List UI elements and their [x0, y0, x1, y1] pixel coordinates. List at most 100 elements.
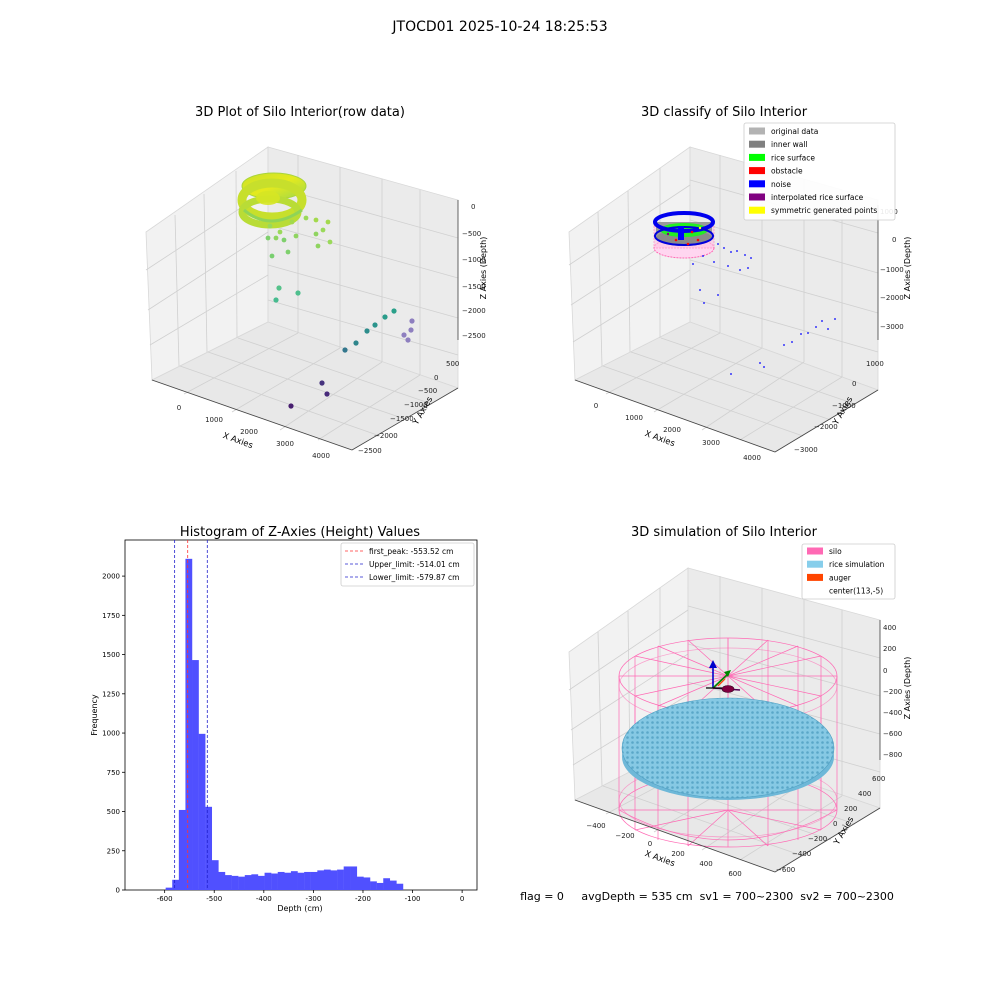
raw-x-tick: 1000: [205, 416, 223, 424]
legend-label: center(113,-5): [829, 587, 883, 596]
raw-z-tick: −2000: [462, 307, 486, 315]
sim-z-tick: −800: [883, 751, 902, 759]
histogram-legend: first_peak: -553.52 cm Upper_limit: -514.…: [340, 542, 475, 587]
histogram-x-ticks: -600 -500 -400 -300 -200 -100 0: [157, 890, 464, 903]
histogram-bars: [165, 558, 404, 890]
classify-legend-box: [743, 122, 896, 221]
sim-y-tick: 600: [872, 775, 885, 783]
legend-swatch: [807, 547, 823, 555]
classify-y-tick: −1000: [832, 402, 856, 410]
classify-3d-title: 3D classify of Silo Interior: [641, 105, 808, 120]
histogram-bar: [297, 872, 305, 890]
histogram-bar: [231, 875, 239, 890]
histogram-x-tick-label: -600: [157, 895, 173, 903]
histogram-bar: [251, 874, 259, 890]
raw-x-tick: 4000: [312, 452, 330, 460]
legend-swatch: [749, 127, 765, 135]
histogram-y-tick-label: 2000: [102, 573, 120, 581]
legend-swatch: [807, 573, 823, 581]
classify-z-tick: −1000: [880, 266, 904, 274]
classify-y-tick: −2000: [814, 423, 838, 431]
simulation-3d-rice-surface: [621, 697, 835, 800]
raw-z-tick: 0: [471, 203, 475, 211]
sim-z-tick: −600: [883, 730, 902, 738]
histogram-bar: [330, 870, 338, 890]
raw-y-tick: −2500: [358, 447, 382, 455]
classify-3d-y-ticks: 1000 0 −1000 −2000 −3000: [794, 360, 884, 454]
histogram-legend-label: Lower_limit: -579.87 cm: [369, 573, 459, 582]
legend-swatch: [749, 206, 765, 214]
simulation-3d-zlabel: Z Axies (Depth): [903, 657, 912, 720]
legend-label: rice simulation: [829, 560, 885, 569]
histogram-bar: [224, 875, 232, 890]
legend-label: symmetric generated points: [771, 206, 877, 215]
histogram-bar: [185, 558, 193, 890]
classify-x-tick: 3000: [702, 439, 720, 447]
sim-z-tick: −200: [883, 688, 902, 696]
classify-3d-x-axis-line: [574, 379, 776, 453]
histogram-y-tick-label: 1500: [102, 651, 120, 659]
histogram-bar: [257, 875, 265, 890]
classify-y-tick: −3000: [794, 446, 818, 454]
simulation-3d-legend: silo rice simulation auger center(113,-5): [801, 543, 896, 600]
histogram-y-tick-label: 1750: [102, 612, 120, 620]
histogram-y-tick-label: 1000: [102, 730, 120, 738]
legend-swatch: [749, 193, 765, 201]
histogram-bar: [264, 872, 272, 890]
classify-z-tick: 0: [892, 236, 896, 244]
classify-3d-legend: original data inner wall rice surface obsta…: [743, 122, 896, 221]
legend-label: auger: [829, 573, 852, 582]
classify-3d-noise-points: [692, 243, 836, 375]
histogram-x-tick-label: -300: [305, 895, 321, 903]
raw-z-tick: −500: [462, 230, 481, 238]
simulation-3d-title: 3D simulation of Silo Interior: [631, 525, 818, 540]
histogram-bar: [218, 871, 226, 890]
simulation-3d-y-axis-line: [774, 807, 881, 873]
raw-3d-x-axis-line: [151, 379, 353, 451]
histogram-reference-lines: [174, 540, 208, 890]
histogram-bar: [310, 871, 318, 890]
sim-x-tick: 600: [728, 870, 741, 878]
raw-3d-x-ticks: 0 1000 2000 3000 4000: [177, 404, 330, 460]
histogram-legend-label: first_peak: -553.52 cm: [369, 547, 453, 556]
raw-y-tick: −500: [418, 387, 437, 395]
raw-3d-title: 3D Plot of Silo Interior(row data): [195, 105, 405, 120]
sim-y-tick: 400: [858, 790, 871, 798]
sim-x-tick: 200: [671, 850, 684, 858]
histogram-bar: [284, 872, 292, 890]
sim-y-tick: −200: [808, 835, 827, 843]
histogram-legend-box: [340, 542, 475, 587]
raw-x-tick: 0: [177, 404, 181, 412]
legend-swatch: [749, 153, 765, 161]
histogram-bar: [323, 869, 331, 890]
sim-y-tick: −400: [792, 850, 811, 858]
legend-swatch: [749, 180, 765, 188]
histogram-x-tick-label: -500: [206, 895, 222, 903]
simulation-legend-box: [801, 543, 896, 600]
histogram-ylabel: Frequency: [90, 694, 99, 736]
raw-y-tick: 500: [446, 360, 459, 368]
histogram-y-tick-label: 250: [107, 847, 120, 855]
histogram-bar: [211, 860, 219, 890]
histogram-x-tick-label: -200: [355, 895, 371, 903]
classify-3d-silo-cluster: [653, 211, 715, 259]
legend-swatch: [749, 167, 765, 175]
raw-x-tick: 3000: [276, 440, 294, 448]
histogram-bar: [396, 883, 404, 890]
raw-y-tick: −1000: [404, 401, 428, 409]
histogram-xlabel: Depth (cm): [277, 904, 322, 913]
histogram-bar: [238, 876, 245, 890]
simulation-3d-y-ticks: 600 400 200 0 −200 −400 −600: [776, 775, 885, 874]
sim-z-tick: 400: [883, 624, 896, 632]
histogram-x-tick-label: -100: [405, 895, 421, 903]
histogram-bar: [356, 876, 364, 890]
raw-x-tick: 2000: [240, 428, 258, 436]
histogram-bar: [363, 877, 371, 890]
simulation-3d-auger: [706, 660, 741, 693]
classify-z-tick: −2000: [880, 294, 904, 302]
raw-y-tick: −2000: [374, 432, 398, 440]
histogram-bar: [205, 806, 213, 890]
legend-swatch: [749, 140, 765, 148]
panel-simulation-3d: 3D simulation of Silo Interior: [568, 525, 912, 878]
